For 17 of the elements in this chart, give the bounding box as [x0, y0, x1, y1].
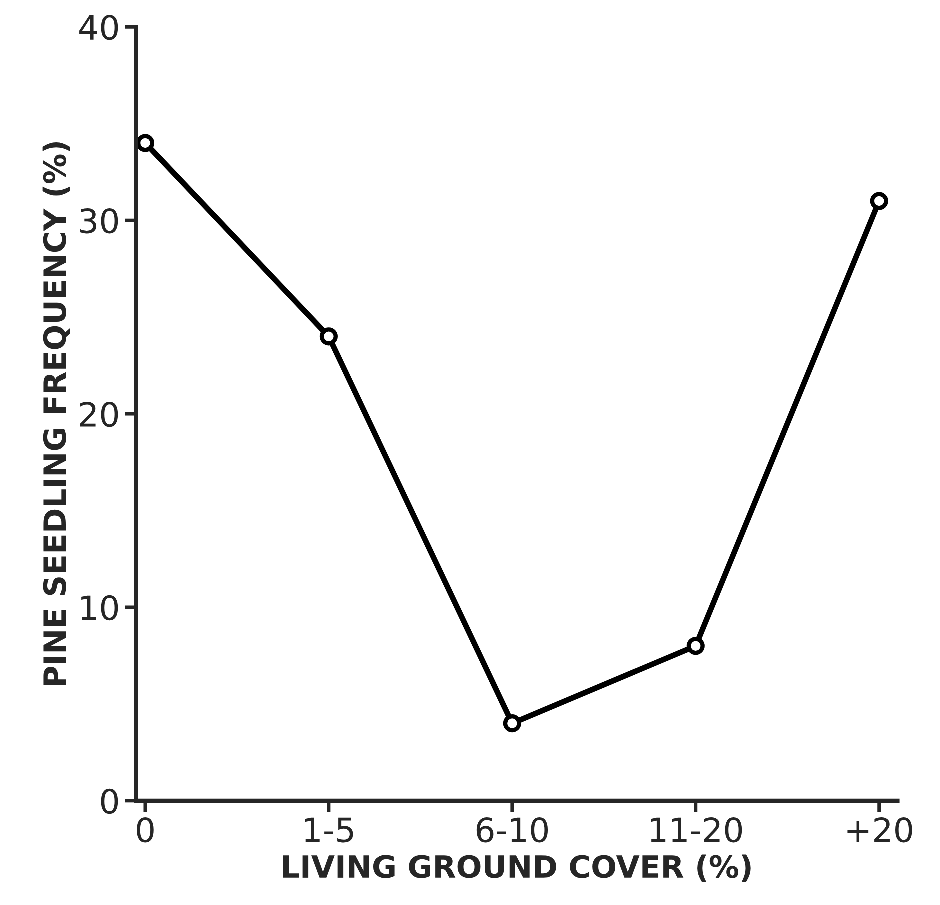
x-axis-title: LIVING GROUND COVER (%)	[283, 854, 751, 882]
y-tick-label: 10	[82, 595, 118, 621]
point	[320, 328, 338, 346]
y-tick-label: 40	[80, 15, 118, 40]
point	[503, 714, 522, 733]
x-tick-label: 11-20	[651, 817, 742, 843]
y-tick-label: 30	[80, 208, 118, 234]
x-tick-label: 1-5	[305, 818, 354, 843]
y-tick-label: 0	[101, 788, 118, 814]
point	[686, 637, 705, 656]
x-tick-label: 0	[137, 817, 154, 843]
x-tick-label: 6-10	[476, 817, 548, 843]
y-tick-label: 20	[80, 402, 118, 428]
x-tick-label: +20	[848, 817, 912, 843]
y-axis-title: PINE SEEDLING FREQUENCY (%)	[42, 142, 70, 686]
point	[136, 134, 155, 152]
point	[870, 192, 888, 210]
